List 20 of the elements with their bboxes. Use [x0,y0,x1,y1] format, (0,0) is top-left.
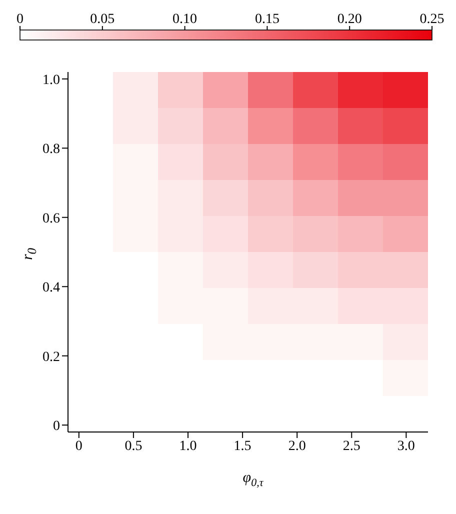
y-tick-label: 0 [53,419,60,434]
color-bar-label: 0.10 [172,12,198,27]
x-tick-label: 0.5 [124,438,142,454]
y-tick-label: 0.2 [42,350,60,365]
x-tick-label: 0 [75,438,82,454]
color-bar-label: 0.20 [337,12,362,27]
y-tick-label: 0.4 [42,280,60,296]
y-tick-label: 1.0 [42,72,60,88]
x-tick-label: 2.5 [342,438,360,454]
y-tick-label: 0.8 [42,142,60,158]
x-tick-label: 1.0 [179,438,197,454]
x-tick-label: 3.0 [397,438,415,454]
y-tick-label: 0.6 [42,211,60,226]
color-bar-label: 0.05 [90,12,115,27]
x-tick-label: 1.5 [234,438,252,454]
x-axis-title: φ$_{0,τ}$ [242,470,264,489]
color-bar-label: 0.25 [420,12,444,27]
x-tick-label: 2.0 [288,438,306,454]
color-bar-label: 0.15 [254,12,280,27]
color-bar-label: 0 [16,12,24,27]
